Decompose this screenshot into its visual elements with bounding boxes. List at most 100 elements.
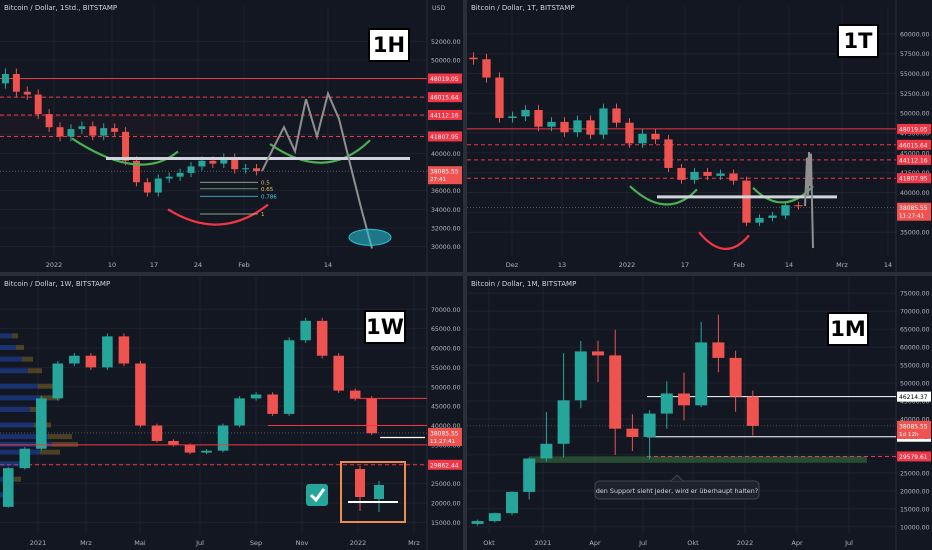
head-curve [698, 231, 750, 250]
y-tick-label: 40000.00 [431, 151, 461, 158]
candle-body [36, 398, 47, 449]
pane-divider-horizontal[interactable] [0, 272, 932, 276]
y-tick-label: 40000.00 [431, 423, 461, 430]
volume-profile-bar [0, 356, 22, 362]
y-tick-label: 30000.00 [431, 244, 461, 251]
x-tick-label: Okt [483, 539, 495, 547]
price-level-label: 48019.05 [899, 126, 928, 133]
x-tick-label: Feb [238, 261, 250, 269]
volume-profile-bar [40, 449, 60, 455]
monthly-candle-body [695, 342, 708, 406]
volume-profile-bar [0, 368, 28, 374]
volume-profile-bar [0, 383, 38, 389]
candle-body [638, 133, 647, 144]
x-tick-label: Mrz [80, 539, 92, 547]
example-box [340, 461, 406, 523]
x-tick-label: Sep [250, 539, 262, 547]
head-curve [167, 203, 269, 226]
candle-body [102, 336, 113, 368]
volume-profile-bar [0, 407, 30, 412]
chart-pane-1t[interactable]: 60000.00 57500.00 55000.00 52500.00 50000.00… [467, 0, 932, 272]
candle-body [599, 108, 608, 135]
candle-body [45, 114, 53, 128]
candle-body [250, 394, 262, 399]
x-tick-label: Mrz [836, 261, 848, 269]
y-tick-label: 60000.00 [900, 345, 930, 352]
fib-label: 0.5 [261, 180, 270, 186]
y-tick-label: 45000.00 [431, 404, 461, 411]
x-tick-label: Okt [687, 539, 699, 547]
price-level-tag [428, 73, 462, 84]
candle-body [469, 57, 478, 60]
candle-body [560, 121, 569, 133]
candle-body [67, 129, 75, 137]
chart-1h[interactable]: 52000.0050000.0048000.0046000.0044000.00… [0, 0, 463, 272]
x-tick-label: 24 [194, 261, 202, 269]
x-tick-label: 17 [150, 261, 158, 269]
volume-profile-bar [40, 395, 60, 401]
x-tick-label: Jul [638, 539, 647, 547]
monthly-candle-body [574, 351, 587, 401]
monthly-candle-body [523, 458, 536, 492]
y-tick-label: 52500.00 [900, 91, 930, 98]
y-tick-label: 75000.00 [900, 291, 930, 298]
candle-body [1, 74, 9, 84]
monthly-candle-body [626, 428, 639, 437]
x-tick-label: 10 [108, 261, 116, 269]
y-tick-label: 45000.00 [900, 399, 930, 406]
candle-body [253, 168, 261, 172]
chart-pane-1h[interactable]: 52000.0050000.0048000.0046000.0044000.00… [0, 0, 463, 272]
candle-body [135, 363, 146, 426]
candle-body [201, 450, 212, 453]
price-level-tag [428, 92, 462, 103]
projection-path [261, 90, 373, 249]
x-tick-label: 14 [785, 261, 793, 269]
y-tick-label: 65000.00 [431, 326, 461, 333]
price-level-label: 41807.95 [430, 134, 459, 141]
chart-1m[interactable]: 75000.00 70000.00 65000.00 60000.00 55000.00… [467, 276, 932, 550]
y-tick-label: 60000.00 [431, 346, 461, 353]
candle-body [2, 468, 14, 507]
volume-profile-bar [14, 476, 21, 482]
monthly-candle-body [540, 443, 553, 459]
y-tick-label: 50000.00 [431, 384, 461, 391]
price-level-label: 41807.95 [899, 176, 928, 183]
price-level-label: 44112.16 [430, 112, 459, 119]
y-tick-label: 32000.00 [431, 226, 461, 233]
support-zone [529, 456, 867, 463]
timeframe-label-1t: 1T [837, 24, 879, 58]
chart-1t[interactable]: 60000.00 57500.00 55000.00 52500.00 50000.00… [467, 0, 932, 272]
monthly-candle-body [592, 351, 604, 356]
volume-profile-bar [22, 356, 33, 362]
candle-body [283, 340, 295, 414]
candle-body [482, 59, 491, 78]
candle-body [23, 91, 31, 95]
fib-label: 0.786 [261, 194, 277, 200]
y-tick-label: 57500.00 [900, 51, 930, 58]
candle-body [366, 398, 378, 434]
price-level-tag [897, 173, 931, 184]
chart-pane-1m[interactable]: 75000.00 70000.00 65000.00 60000.00 55000.00… [467, 276, 932, 550]
annotation-pointer [670, 474, 684, 482]
candle-body [651, 133, 660, 140]
candle-body [151, 425, 163, 441]
candle-body [612, 108, 621, 123]
volume-profile-bar [0, 422, 34, 428]
monthly-candle-body [746, 396, 759, 426]
x-tick-label: 17 [681, 261, 689, 269]
y-tick-label: 70000.00 [431, 307, 461, 314]
chart-pane-1w[interactable]: 70000.00 65000.00 60000.00 55000.00 50000.00… [0, 276, 463, 550]
chart-1w[interactable]: 70000.00 65000.00 60000.00 55000.00 50000.00… [0, 276, 463, 550]
candle-body [176, 172, 184, 177]
y-tick-label: 52000.00 [431, 39, 461, 46]
current-price-label: 38085.55 [430, 169, 459, 176]
monthly-candle-body [471, 521, 484, 524]
zone-shade [0, 115, 200, 136]
monthly-candle-body [643, 413, 656, 437]
candle-body [234, 398, 245, 426]
price-level-tag [897, 154, 931, 165]
monthly-candle-body [506, 491, 518, 514]
monthly-candle-body [712, 342, 725, 358]
price-level-tag [897, 391, 931, 402]
candle-body [677, 167, 686, 180]
